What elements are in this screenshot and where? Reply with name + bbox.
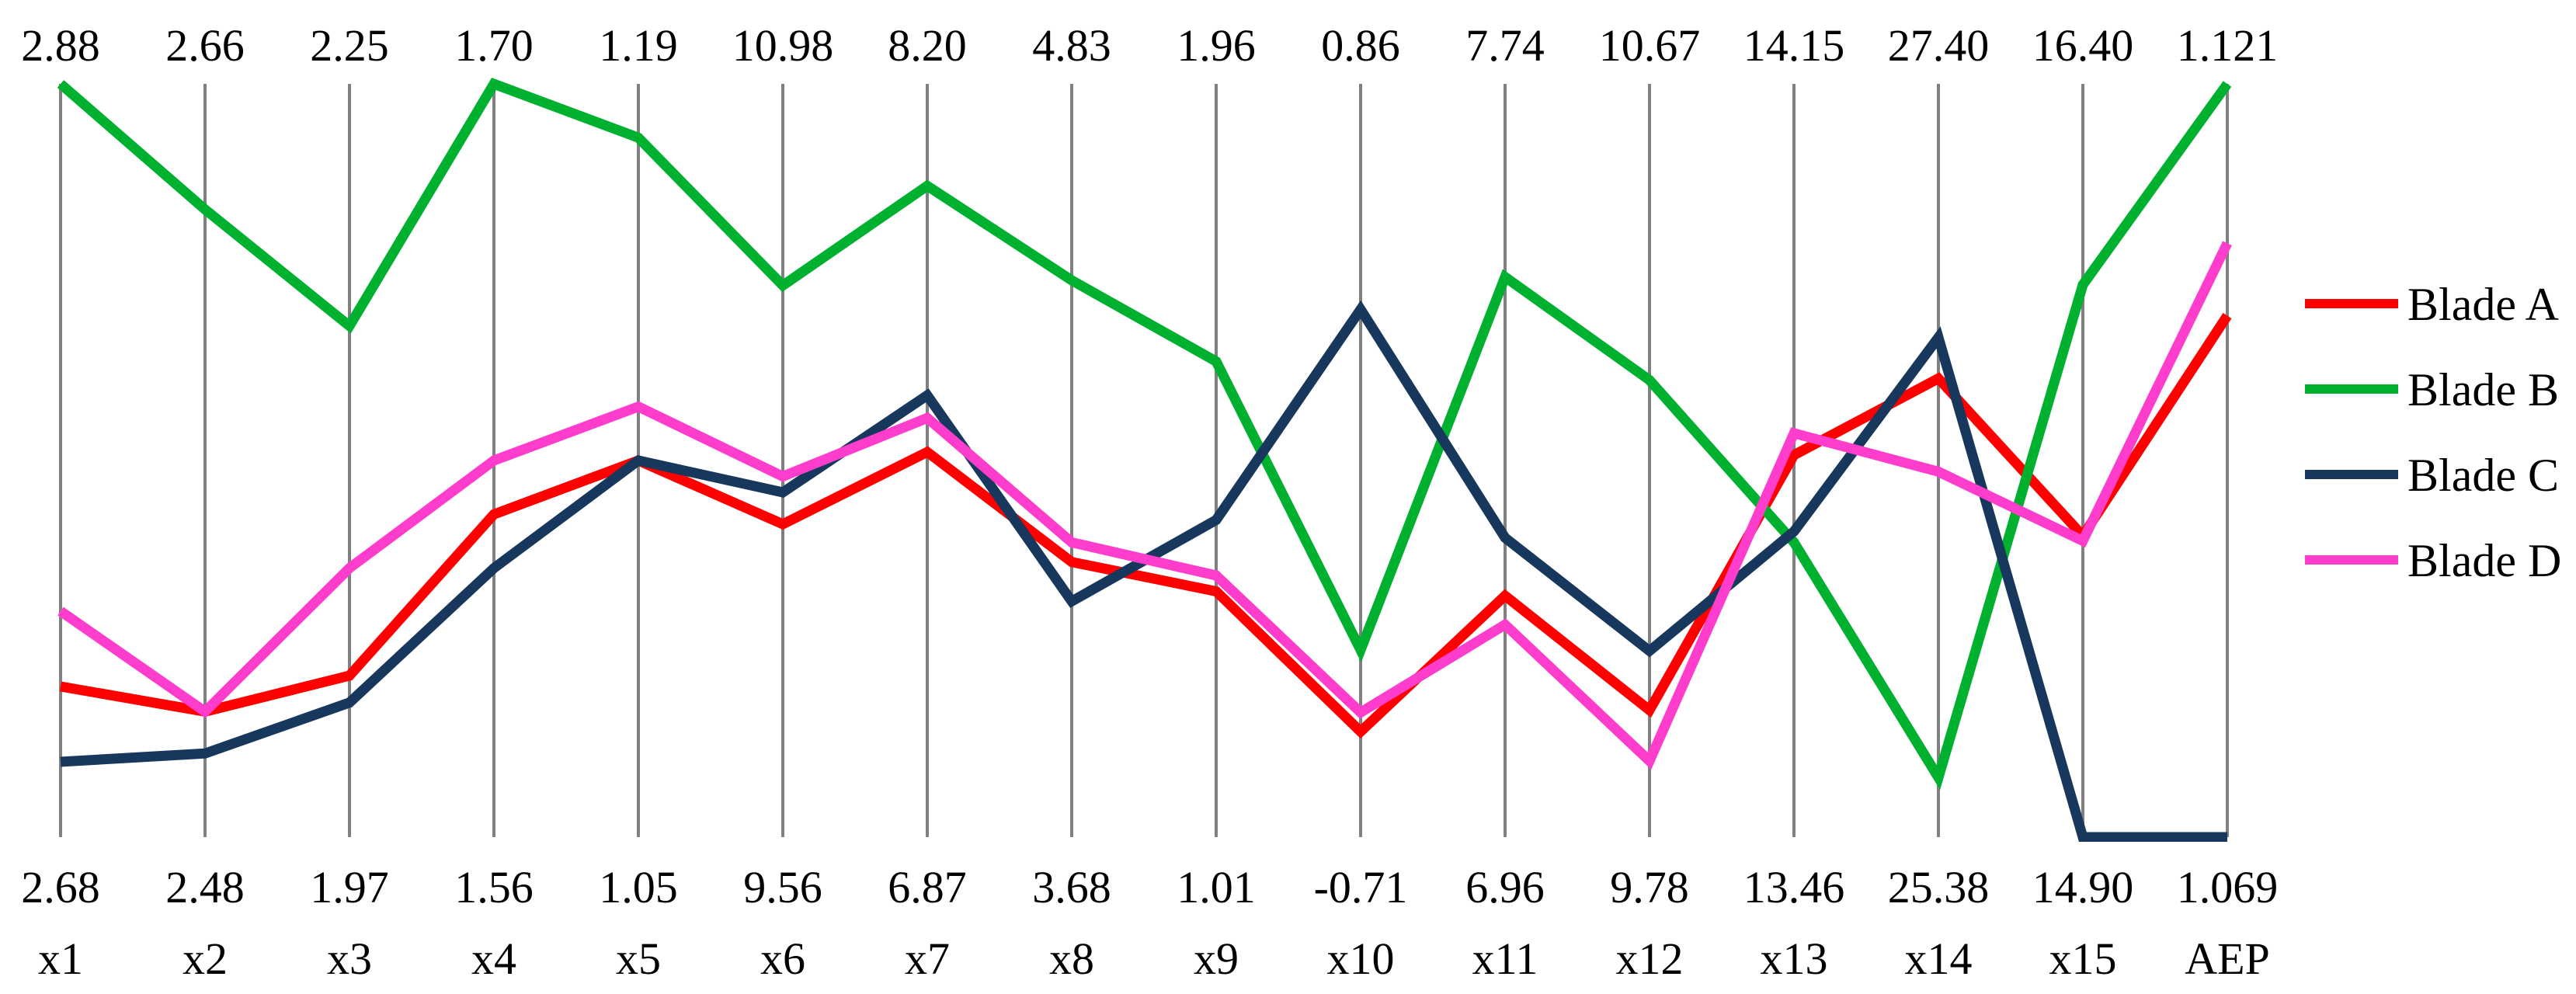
axis-max-label-x14: 27.40 <box>1888 20 1990 71</box>
axis-name-x2: x2 <box>183 933 228 984</box>
axis-name-x10: x10 <box>1327 933 1395 984</box>
axis-name-x6: x6 <box>760 933 805 984</box>
series-line-blade-a <box>59 312 2232 739</box>
axis-name-x11: x11 <box>1472 933 1538 984</box>
axis-max-label-x11: 7.74 <box>1465 20 1545 71</box>
axis-min-label-x3: 1.97 <box>310 862 389 912</box>
axis-name-AEP: AEP <box>2185 933 2270 984</box>
axis-min-label-x2: 2.48 <box>165 862 245 912</box>
axis-name-x12: x12 <box>1616 933 1684 984</box>
axis-name-x13: x13 <box>1761 933 1828 984</box>
series-line-blade-b <box>57 78 2232 791</box>
axis-min-label-x15: 14.90 <box>2032 862 2134 912</box>
axis-min-label-x6: 9.56 <box>743 862 822 912</box>
axis-max-label-AEP: 1.121 <box>2177 20 2279 71</box>
legend-item-blade-d: Blade D <box>2305 535 2561 586</box>
axis-min-label-x12: 9.78 <box>1610 862 1689 912</box>
axis-min-label-x9: 1.01 <box>1177 862 1256 912</box>
legend-item-blade-a: Blade A <box>2305 279 2559 330</box>
legend-label-blade-d: Blade D <box>2407 535 2561 586</box>
axis-min-label-x11: 6.96 <box>1465 862 1545 912</box>
axis-min-label-x7: 6.87 <box>888 862 967 912</box>
axis-name-x8: x8 <box>1049 933 1094 984</box>
axis-name-x9: x9 <box>1194 933 1239 984</box>
axis-name-x3: x3 <box>327 933 372 984</box>
axis-max-label-x12: 10.67 <box>1599 20 1701 71</box>
legend-label-blade-b: Blade B <box>2407 364 2559 415</box>
axis-min-label-x10: -0.71 <box>1314 862 1408 912</box>
legend-item-blade-b: Blade B <box>2305 364 2559 415</box>
axis-name-x7: x7 <box>905 933 950 984</box>
axis-max-label-x4: 1.70 <box>454 20 534 71</box>
series-lines <box>57 78 2232 842</box>
axis-max-label-x5: 1.19 <box>599 20 678 71</box>
axis-max-label-x7: 8.20 <box>888 20 967 71</box>
legend-item-blade-c: Blade C <box>2305 450 2559 501</box>
series-line-blade-d <box>57 241 2232 770</box>
axis-name-x1: x1 <box>38 933 83 984</box>
axis-max-label-x1: 2.88 <box>21 20 100 71</box>
axis-min-label-x4: 1.56 <box>454 862 534 912</box>
axis-min-label-x5: 1.05 <box>599 862 678 912</box>
axis-max-label-x6: 10.98 <box>732 20 834 71</box>
axis-name-x4: x4 <box>471 933 516 984</box>
legend-label-blade-c: Blade C <box>2407 450 2559 501</box>
axis-name-x15: x15 <box>2049 933 2117 984</box>
axis-max-label-x13: 14.15 <box>1743 20 1845 71</box>
axis-name-x14: x14 <box>1905 933 1973 984</box>
axis-min-label-x1: 2.68 <box>21 862 100 912</box>
axis-max-label-x8: 4.83 <box>1032 20 1111 71</box>
axis-max-label-x3: 2.25 <box>310 20 389 71</box>
legend-label-blade-a: Blade A <box>2407 279 2559 330</box>
axis-max-label-x9: 1.96 <box>1177 20 1256 71</box>
axis-max-label-x10: 0.86 <box>1321 20 1400 71</box>
axis-max-label-x15: 16.40 <box>2032 20 2134 71</box>
axis-min-label-x13: 13.46 <box>1743 862 1845 912</box>
axis-min-label-x8: 3.68 <box>1032 862 1111 912</box>
axis-max-label-x2: 2.66 <box>165 20 245 71</box>
axis-min-label-x14: 25.38 <box>1888 862 1990 912</box>
axis-min-label-AEP: 1.069 <box>2177 862 2279 912</box>
legend: Blade A Blade B Blade C Blade D <box>2305 279 2561 586</box>
axis-name-x5: x5 <box>616 933 661 984</box>
